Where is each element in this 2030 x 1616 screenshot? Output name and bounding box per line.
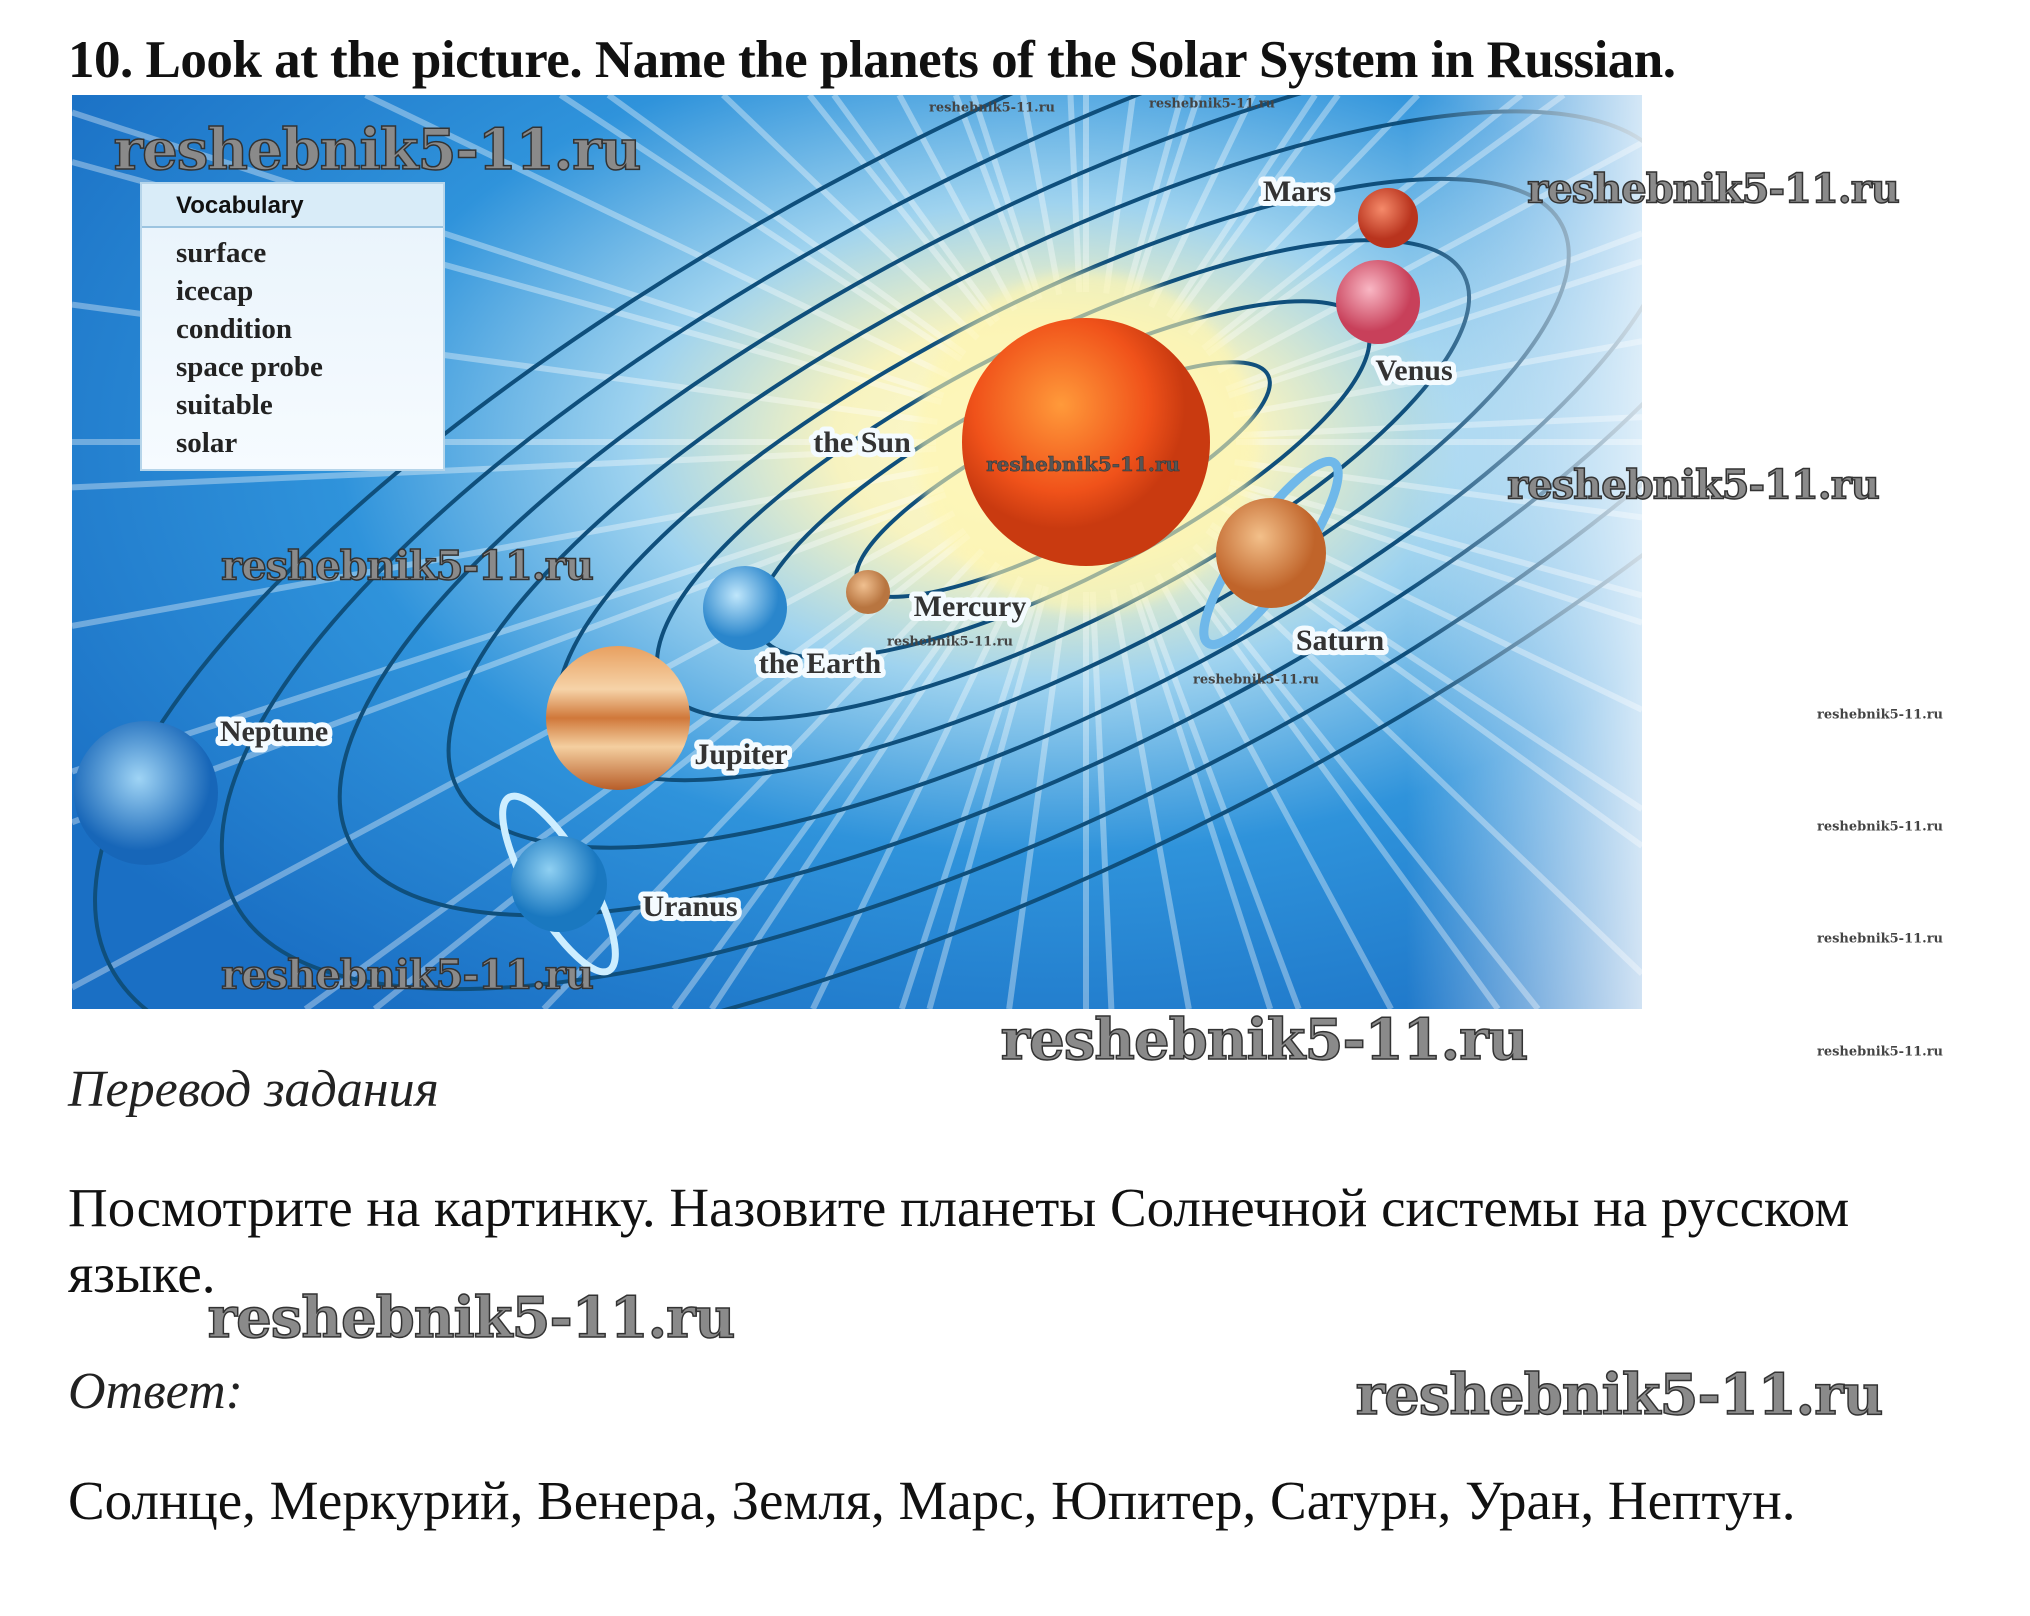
mars xyxy=(1358,188,1418,248)
watermark: reshebnik5-11.ru xyxy=(1816,819,1944,835)
watermark: reshebnik5-11.ru xyxy=(1192,672,1320,688)
watermark: reshebnik5-11.ru xyxy=(1526,165,1900,214)
watermark: reshebnik5-11.ru xyxy=(1355,1361,1884,1429)
label-mars: Mars xyxy=(1263,175,1331,208)
vocabulary-item: condition xyxy=(176,313,293,345)
vocabulary-item: icecap xyxy=(176,275,254,307)
answer-heading: Ответ: xyxy=(68,1363,243,1420)
watermark: reshebnik5-11.ru xyxy=(220,951,594,1000)
vocabulary-item: suitable xyxy=(176,389,273,421)
watermark: reshebnik5-11.ru xyxy=(1506,461,1880,510)
watermark: reshebnik5-11.ru xyxy=(886,634,1014,650)
label-sun: the Sun xyxy=(813,426,911,459)
label-jupiter: Jupiter xyxy=(694,738,787,771)
watermark: reshebnik5-11.ru xyxy=(1816,1044,1944,1060)
jupiter xyxy=(546,646,690,790)
translation-heading: Перевод задания xyxy=(68,1061,439,1118)
vocabulary-item: surface xyxy=(176,237,267,269)
earth xyxy=(703,566,787,650)
label-neptune: Neptune xyxy=(220,715,328,748)
vocabulary-item: space probe xyxy=(176,351,323,383)
watermark: reshebnik5-11.ru xyxy=(928,100,1056,116)
venus xyxy=(1336,260,1420,344)
answer-text: Солнце, Меркурий, Венера, Земля, Марс, Ю… xyxy=(68,1470,1796,1531)
label-mercury: Mercury xyxy=(914,590,1027,623)
watermark: reshebnik5-11.ru xyxy=(1148,96,1276,112)
watermark: reshebnik5-11.ru xyxy=(986,452,1180,477)
exercise-title: 10. Look at the picture. Name the planet… xyxy=(68,31,1676,89)
uranus xyxy=(511,836,607,932)
watermark: reshebnik5-11.ru xyxy=(1000,1006,1529,1074)
watermark: reshebnik5-11.ru xyxy=(1816,707,1944,723)
saturn xyxy=(1216,498,1326,608)
label-venus: Venus xyxy=(1375,354,1452,387)
neptune xyxy=(74,721,218,865)
watermark: reshebnik5-11.ru xyxy=(113,116,642,184)
vocabulary-box: Vocabulary surface icecap condition spac… xyxy=(140,182,445,471)
translation-text: Посмотрите на картинку. Назовите планеты… xyxy=(68,1177,1850,1304)
watermark: reshebnik5-11.ru xyxy=(220,542,594,591)
vocabulary-list: surface icecap condition space probe sui… xyxy=(142,234,443,462)
label-saturn: Saturn xyxy=(1296,624,1385,657)
sun xyxy=(962,318,1210,566)
mercury xyxy=(846,570,890,614)
vocabulary-item: solar xyxy=(176,427,238,459)
label-earth: the Earth xyxy=(759,647,882,680)
label-uranus: Uranus xyxy=(642,890,737,923)
watermark: reshebnik5-11.ru xyxy=(1816,931,1944,947)
vocabulary-heading: Vocabulary xyxy=(142,184,443,228)
watermark: reshebnik5-11.ru xyxy=(207,1284,736,1352)
